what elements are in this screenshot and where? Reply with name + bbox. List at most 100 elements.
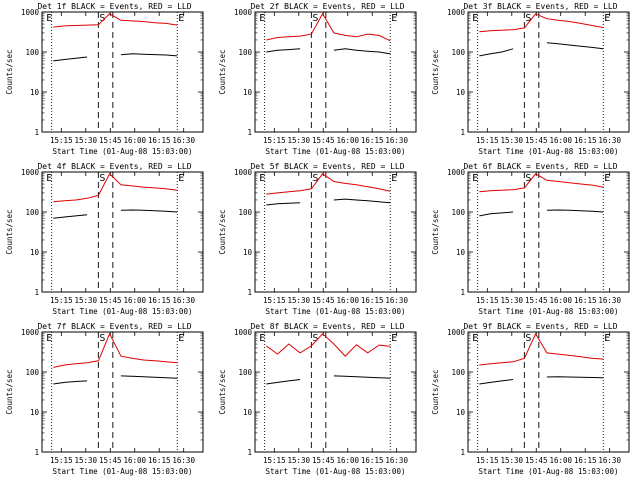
y-tick-label: 1000	[447, 168, 466, 177]
event-marker-label: E	[46, 173, 52, 184]
lld-series-line	[53, 13, 178, 28]
x-tick-label: 15:45	[525, 456, 548, 465]
plot-frame	[41, 171, 204, 293]
chart-panel: Det 5f BLACK = Events, RED = LLD Counts/s…	[218, 162, 417, 316]
lld-series-line	[479, 13, 604, 33]
plot-frame	[254, 11, 417, 133]
x-tick-label: 16:30	[172, 136, 195, 145]
y-axis-label: Counts/sec	[5, 49, 14, 94]
y-tick-label: 10	[30, 248, 40, 257]
x-tick-label: 15:30	[501, 456, 524, 465]
event-marker-label: S	[312, 13, 318, 24]
y-tick-label: 1000	[234, 328, 253, 337]
y-axis-label: Counts/sec	[431, 49, 440, 94]
lld-series-line	[266, 12, 391, 42]
x-axis-label: Start Time (01-Aug-08 15:03:00)	[53, 307, 193, 316]
y-axis-label: Counts/sec	[5, 209, 14, 254]
event-marker-label: E	[259, 173, 265, 184]
y-tick-label: 1000	[234, 168, 253, 177]
event-marker-label: E	[391, 333, 397, 344]
y-tick-label: 1	[34, 128, 39, 137]
x-tick-label: 16:00	[336, 456, 359, 465]
plot-frame	[467, 171, 630, 293]
x-tick-label: 16:15	[361, 296, 384, 305]
chart-title: Det 4f BLACK = Events, RED = LLD	[37, 162, 191, 171]
chart-title: Det 1f BLACK = Events, RED = LLD	[37, 2, 191, 11]
plot-frame	[254, 331, 417, 453]
chart-panel: Det 7f BLACK = Events, RED = LLD Counts/s…	[5, 322, 204, 476]
x-tick-label: 16:00	[336, 296, 359, 305]
y-tick-label: 1000	[234, 8, 253, 17]
x-tick-label: 15:15	[263, 136, 286, 145]
x-tick-label: 16:15	[148, 296, 171, 305]
x-tick-label: 15:15	[50, 456, 73, 465]
x-tick-label: 16:30	[598, 296, 621, 305]
y-tick-label: 100	[25, 208, 39, 217]
x-tick-label: 16:15	[148, 136, 171, 145]
y-tick-label: 1	[34, 448, 39, 457]
event-marker-label: E	[472, 13, 478, 24]
events-series-line	[53, 375, 178, 385]
plot-frame	[41, 11, 204, 133]
x-tick-label: 16:30	[172, 296, 195, 305]
y-tick-label: 100	[451, 208, 465, 217]
y-tick-label: 1	[247, 288, 252, 297]
x-axis-label: Start Time (01-Aug-08 15:03:00)	[479, 467, 619, 476]
events-series-line	[479, 376, 604, 385]
y-tick-label: 1	[460, 448, 465, 457]
x-tick-label: 15:30	[75, 136, 98, 145]
x-tick-label: 15:45	[312, 296, 335, 305]
y-tick-label: 100	[25, 48, 39, 57]
x-tick-label: 15:30	[288, 456, 311, 465]
chart-title: Det 8f BLACK = Events, RED = LLD	[250, 322, 404, 331]
x-tick-label: 16:00	[549, 456, 572, 465]
y-tick-label: 100	[25, 368, 39, 377]
event-marker-label: E	[178, 173, 184, 184]
plot-frame	[41, 331, 204, 453]
x-tick-label: 16:00	[549, 296, 572, 305]
x-axis-label: Start Time (01-Aug-08 15:03:00)	[266, 147, 406, 156]
chart-title: Det 2f BLACK = Events, RED = LLD	[250, 2, 404, 11]
x-tick-label: 15:45	[99, 456, 122, 465]
x-tick-label: 16:30	[385, 296, 408, 305]
y-tick-label: 100	[451, 368, 465, 377]
chart-title: Det 5f BLACK = Events, RED = LLD	[250, 162, 404, 171]
event-marker-label: E	[178, 333, 184, 344]
y-tick-label: 100	[238, 208, 252, 217]
x-tick-label: 16:15	[361, 136, 384, 145]
x-tick-label: 15:45	[312, 456, 335, 465]
x-tick-label: 15:30	[288, 296, 311, 305]
chart-panel: Det 4f BLACK = Events, RED = LLD Counts/s…	[5, 162, 204, 316]
x-tick-label: 16:15	[574, 456, 597, 465]
y-tick-label: 10	[456, 88, 466, 97]
lld-series-line	[53, 172, 178, 203]
y-tick-label: 100	[238, 368, 252, 377]
plot-frame	[254, 171, 417, 293]
events-series-line	[266, 198, 391, 206]
y-tick-label: 10	[30, 88, 40, 97]
x-tick-label: 16:30	[172, 456, 195, 465]
x-tick-label: 15:15	[50, 136, 73, 145]
event-marker-label: S	[312, 333, 318, 344]
chart-title: Det 9f BLACK = Events, RED = LLD	[463, 322, 617, 331]
event-marker-label: E	[259, 13, 265, 24]
x-tick-label: 16:00	[336, 136, 359, 145]
events-series-line	[53, 209, 178, 219]
event-marker-label: E	[46, 333, 52, 344]
chart-panel: Det 3f BLACK = Events, RED = LLD Counts/s…	[431, 2, 630, 156]
x-tick-label: 15:30	[501, 296, 524, 305]
y-axis-label: Counts/sec	[431, 209, 440, 254]
events-series-line	[266, 48, 391, 55]
events-series-line	[479, 209, 604, 217]
y-tick-label: 10	[243, 88, 253, 97]
lld-series-line	[266, 173, 391, 195]
chart-panel: Det 9f BLACK = Events, RED = LLD Counts/s…	[431, 322, 630, 476]
y-tick-label: 1000	[447, 328, 466, 337]
x-tick-label: 15:30	[288, 136, 311, 145]
chart-title: Det 7f BLACK = Events, RED = LLD	[37, 322, 191, 331]
chart-panel: Det 6f BLACK = Events, RED = LLD Counts/s…	[431, 162, 630, 316]
event-marker-label: E	[391, 173, 397, 184]
x-tick-label: 15:15	[263, 296, 286, 305]
y-axis-label: Counts/sec	[218, 209, 227, 254]
chart-title: Det 6f BLACK = Events, RED = LLD	[463, 162, 617, 171]
